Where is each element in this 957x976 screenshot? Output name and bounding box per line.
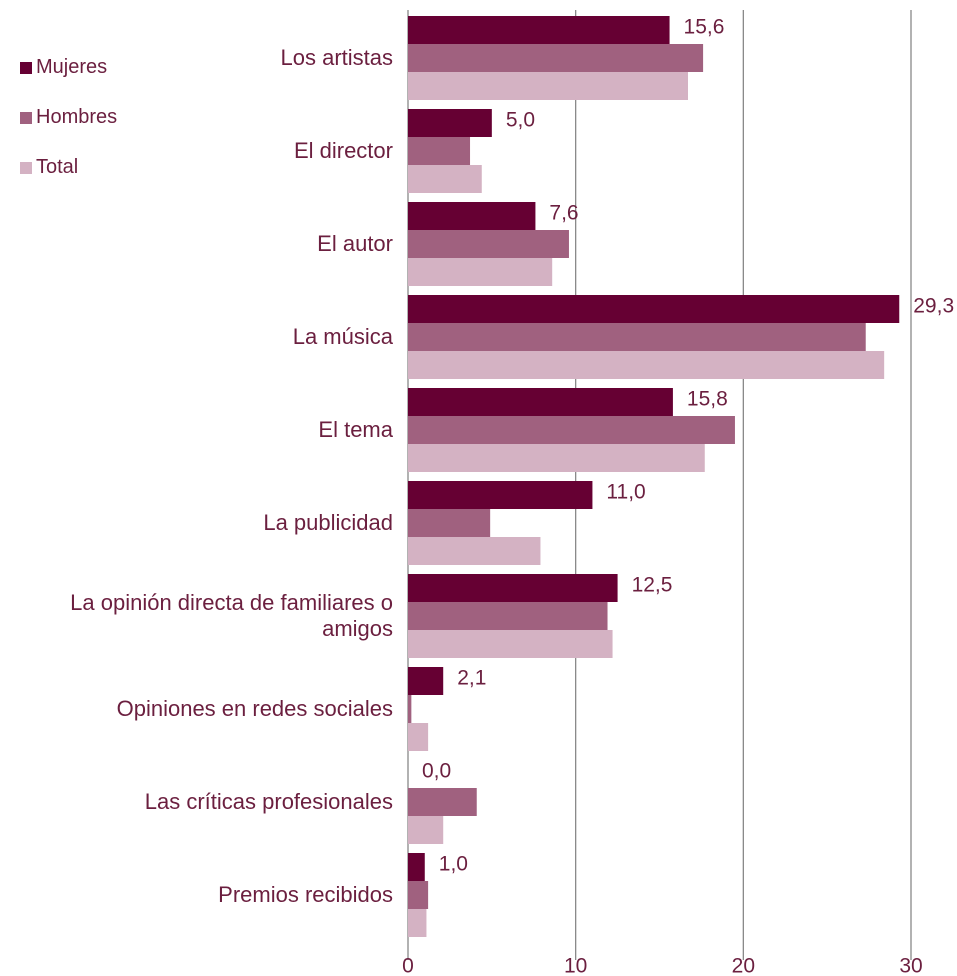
- bar: [408, 165, 482, 193]
- bar: [408, 388, 673, 416]
- bar: [408, 44, 704, 72]
- bar: [408, 202, 536, 230]
- data-label: 15,6: [684, 16, 725, 39]
- bar: [408, 881, 429, 909]
- bar: [408, 258, 553, 286]
- legend-swatch: [20, 161, 32, 174]
- bar: [408, 602, 608, 630]
- bar: [408, 72, 689, 100]
- bar: [408, 137, 471, 165]
- bar: [408, 853, 425, 881]
- category-label: La opinión directa de familiares o amigo…: [70, 590, 393, 641]
- legend-label: Total: [36, 156, 79, 178]
- data-label: 5,0: [506, 109, 535, 132]
- bar: [408, 537, 541, 565]
- data-label: 11,0: [606, 481, 645, 504]
- data-label: 12,5: [632, 574, 673, 597]
- legend-swatch: [20, 61, 32, 74]
- bar: [408, 295, 900, 323]
- legend-label: Hombres: [36, 106, 118, 128]
- bar: [408, 351, 885, 379]
- bar: [408, 230, 569, 258]
- category-label: La música: [292, 324, 393, 349]
- x-tick-label: 10: [564, 955, 587, 976]
- data-label: 7,6: [549, 202, 578, 225]
- bar: [408, 574, 618, 602]
- bar: [408, 323, 866, 351]
- bar: [408, 695, 412, 723]
- category-label: La publicidad: [263, 510, 393, 535]
- category-label: Los artistas: [280, 45, 394, 70]
- data-label: 29,3: [913, 295, 954, 318]
- data-label: 0,0: [422, 760, 451, 783]
- bar: [408, 667, 444, 695]
- legend-label: Mujeres: [36, 56, 108, 78]
- bar: [408, 788, 477, 816]
- legend-item: Total: [20, 156, 78, 179]
- legend-item: Mujeres: [20, 56, 107, 79]
- legend-item: Hombres: [20, 106, 117, 129]
- legend-swatch: [20, 111, 32, 124]
- x-tick-label: 30: [899, 955, 922, 976]
- bar: [408, 909, 427, 937]
- data-label: 2,1: [457, 667, 486, 690]
- data-label: 1,0: [439, 853, 468, 876]
- bar: [408, 416, 735, 444]
- category-label: Premios recibidos: [218, 882, 393, 907]
- bar: [408, 481, 593, 509]
- bar: [408, 444, 705, 472]
- bar: [408, 816, 444, 844]
- data-label: 15,8: [687, 388, 728, 411]
- category-label: El director: [293, 138, 393, 163]
- bar: [408, 723, 429, 751]
- category-label: Opiniones en redes sociales: [116, 696, 393, 721]
- category-label: El autor: [317, 231, 393, 256]
- category-label: El tema: [318, 417, 393, 442]
- bar: [408, 509, 491, 537]
- category-label: Las críticas profesionales: [144, 789, 393, 814]
- bar: [408, 630, 613, 658]
- x-tick-label: 0: [402, 955, 414, 976]
- bar: [408, 16, 670, 44]
- x-tick-label: 20: [732, 955, 755, 976]
- bar: [408, 109, 492, 137]
